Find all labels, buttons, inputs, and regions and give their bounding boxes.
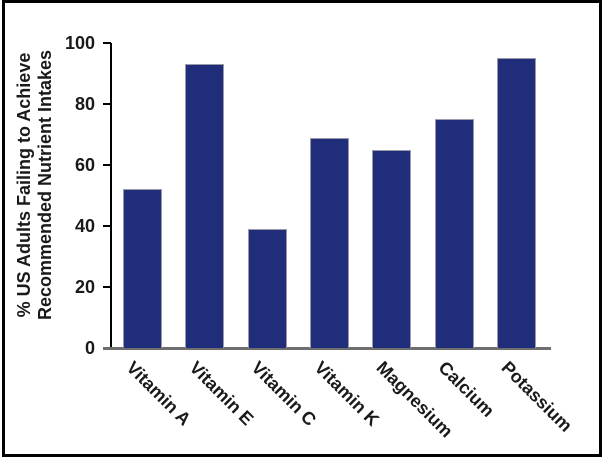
y-axis-title-line-2: Recommended Nutrient Intakes bbox=[35, 49, 55, 321]
x-axis-label-calcium: Calcium bbox=[434, 357, 499, 421]
x-axis-label-vitamin-a: Vitamin A bbox=[122, 357, 195, 430]
x-axis-label-vitamin-k: Vitamin K bbox=[310, 357, 383, 430]
bar-vitamin-k bbox=[310, 137, 349, 348]
y-tick-mark-80 bbox=[103, 103, 111, 105]
bar-calcium bbox=[434, 119, 474, 348]
y-tick-label-40: 40 bbox=[74, 216, 95, 236]
y-tick-label-60: 60 bbox=[74, 155, 95, 175]
x-axis-label-potassium: Potassium bbox=[497, 357, 576, 436]
bar-vitamin-c bbox=[247, 229, 287, 348]
y-tick-label-80: 80 bbox=[74, 94, 95, 114]
bar-vitamin-e bbox=[185, 64, 225, 348]
bar-magnesium bbox=[372, 149, 412, 348]
y-tick-label-100: 100 bbox=[64, 33, 95, 53]
bar-vitamin-a bbox=[122, 189, 162, 348]
y-axis-title-line-1: % US Adults Failing to Achieve bbox=[14, 52, 34, 318]
y-tick-label-20: 20 bbox=[74, 277, 95, 297]
x-axis-baseline bbox=[103, 347, 551, 350]
bar-potassium bbox=[497, 58, 537, 348]
plot-area bbox=[111, 43, 548, 348]
y-axis-line bbox=[110, 43, 112, 349]
y-axis-title: % US Adults Failing to Achieve Recommend… bbox=[14, 15, 58, 355]
y-tick-mark-40 bbox=[103, 225, 111, 227]
x-axis-label-vitamin-c: Vitamin C bbox=[247, 357, 321, 430]
x-axis-label-vitamin-e: Vitamin E bbox=[185, 357, 258, 430]
y-tick-mark-20 bbox=[103, 286, 111, 288]
y-tick-mark-60 bbox=[103, 164, 111, 166]
y-tick-mark-100 bbox=[103, 42, 111, 44]
y-tick-label-0: 0 bbox=[84, 338, 95, 358]
